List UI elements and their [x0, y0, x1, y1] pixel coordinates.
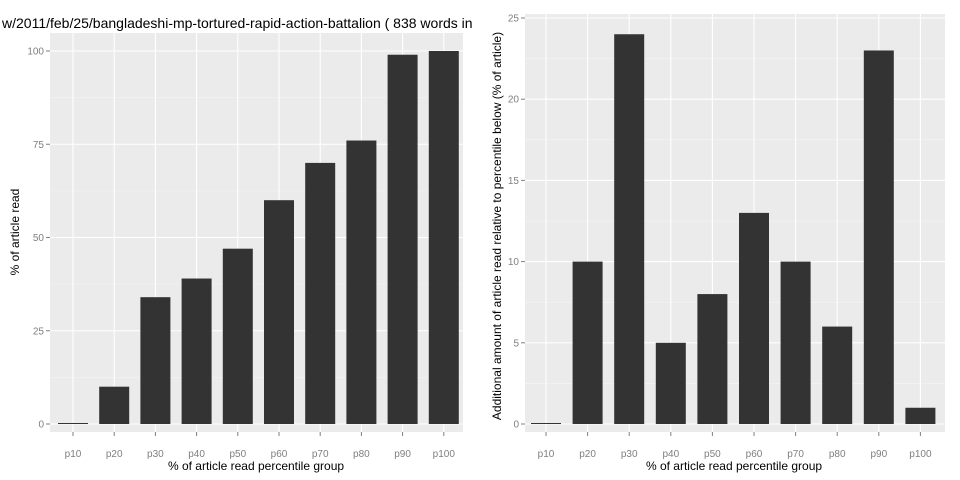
right-x-tick-label-p20: p20	[579, 449, 596, 460]
left-x-tick-label-p100: p100	[433, 449, 456, 460]
left-x-tick-label-p40: p40	[188, 449, 205, 460]
right-bar-p30	[614, 34, 645, 425]
right-x-tick-label-p10: p10	[538, 449, 555, 460]
right-x-axis-title: % of article read percentile group	[646, 459, 822, 473]
left-x-tick-label-p20: p20	[106, 449, 123, 460]
right-x-tick-label-p60: p60	[746, 449, 763, 460]
left-x-tick-label-p30: p30	[147, 449, 164, 460]
right-y-tick-label: 10	[508, 257, 520, 268]
left-y-axis-title: % of article read	[8, 189, 22, 276]
right-x-tick-label-p70: p70	[787, 449, 804, 460]
left-x-tick-label-p90: p90	[394, 449, 411, 460]
right-x-tick-label-p30: p30	[621, 449, 638, 460]
left-bar-p90	[387, 54, 418, 424]
left-x-tick-label-p50: p50	[229, 449, 246, 460]
right-bar-p20	[572, 261, 603, 424]
right-x-tick-label-p90: p90	[870, 449, 887, 460]
left-bar-p20	[99, 386, 130, 424]
left-x-tick-label-p70: p70	[312, 449, 329, 460]
right-bar-p80	[822, 326, 853, 424]
left-x-axis-title: % of article read percentile group	[168, 459, 344, 473]
right-y-axis-title: Additional amount of article read relati…	[490, 32, 504, 420]
left-bar-p80	[346, 140, 377, 424]
right-y-tick-label: 15	[508, 176, 520, 187]
left-bar-p60	[264, 200, 294, 424]
left-bar-p40	[181, 278, 212, 424]
left-bar-p70	[305, 162, 336, 424]
left-chart: 0 25 50 75 100 p10 p20 p30 p40 p50 p60 p70 p80 p90 p1…	[1, 15, 473, 473]
left-x-tick-label-p10: p10	[65, 449, 82, 460]
left-bar-p10	[58, 423, 88, 424]
left-y-tick-label: 100	[27, 47, 44, 58]
left-x-tick-label-p60: p60	[271, 449, 288, 460]
right-bar-p70	[780, 261, 811, 424]
right-bar-p90	[863, 50, 894, 424]
right-x-tick-label-p50: p50	[704, 449, 721, 460]
left-chart-title: w/2011/feb/25/bangladeshi-mp-tortured-ra…	[1, 15, 473, 31]
left-y-tick-label: 50	[33, 233, 45, 244]
left-x-tick-label-p80: p80	[353, 449, 370, 460]
right-chart: 0 5 10 15 20 25 p10 p20 p30 p40 p50 p60 p70 p80 p90 p1…	[490, 14, 945, 473]
right-bar-p10	[531, 423, 561, 424]
left-bar-p50	[222, 248, 253, 424]
right-y-tick-label: 5	[513, 338, 519, 349]
right-y-tick-label: 25	[508, 14, 520, 25]
right-bar-p100	[905, 407, 936, 424]
right-y-tick-label: 0	[513, 420, 519, 431]
right-bar-p50	[697, 294, 728, 424]
left-bar-p100	[428, 51, 459, 424]
left-y-tick-label: 25	[33, 326, 45, 337]
left-bar-p30	[140, 297, 171, 424]
left-y-tick-label: 75	[33, 140, 45, 151]
right-bar-p40	[655, 342, 686, 424]
right-x-tick-label-p80: p80	[829, 449, 846, 460]
right-x-tick-label-p100: p100	[909, 449, 932, 460]
left-y-tick-label: 0	[38, 420, 44, 431]
right-x-tick-label-p40: p40	[662, 449, 679, 460]
right-y-tick-label: 20	[508, 95, 520, 106]
right-bar-p60	[739, 212, 769, 424]
